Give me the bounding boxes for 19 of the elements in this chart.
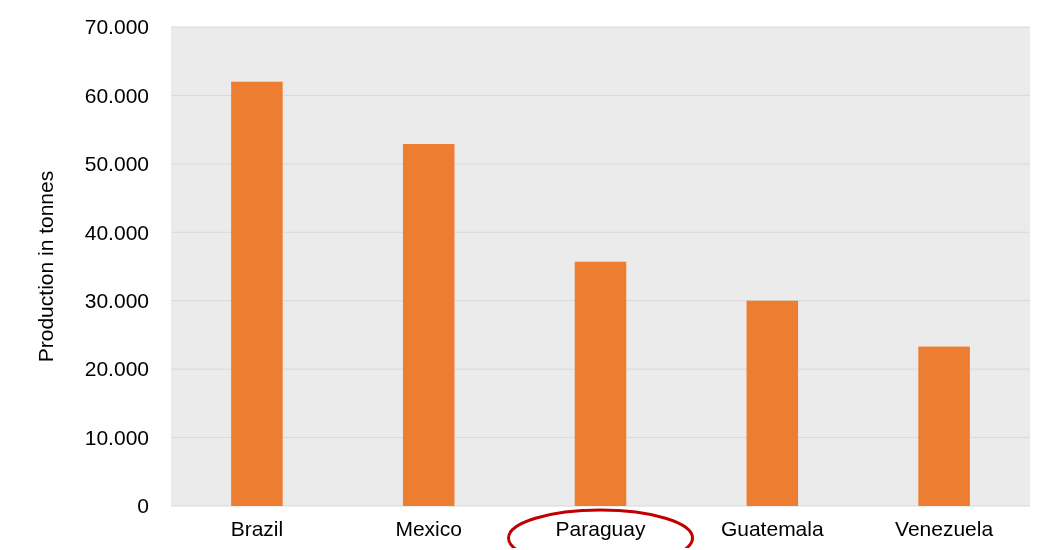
y-tick-label: 70.000 [84,15,149,39]
y-tick-label: 30.000 [84,289,149,313]
x-tick-label: Guatemala [720,517,824,540]
bar [574,261,627,506]
y-axis-title: Production in tonnes [34,170,57,363]
y-tick-label: 60.000 [84,83,149,107]
x-tick-label: Mexico [395,517,462,540]
bar [746,300,799,506]
y-tick-label: 0 [137,494,149,518]
y-tick-label: 40.000 [84,220,149,244]
bar [231,81,283,506]
bar [918,346,970,506]
y-tick-label: 10.000 [84,425,149,449]
x-tick-label: Brazil [230,517,284,540]
y-tick-label: 50.000 [84,152,149,176]
y-tick-label: 20.000 [84,357,149,381]
x-tick-label: Paraguay [555,517,646,540]
bar [402,144,455,506]
x-tick-label: Venezuela [895,517,994,540]
